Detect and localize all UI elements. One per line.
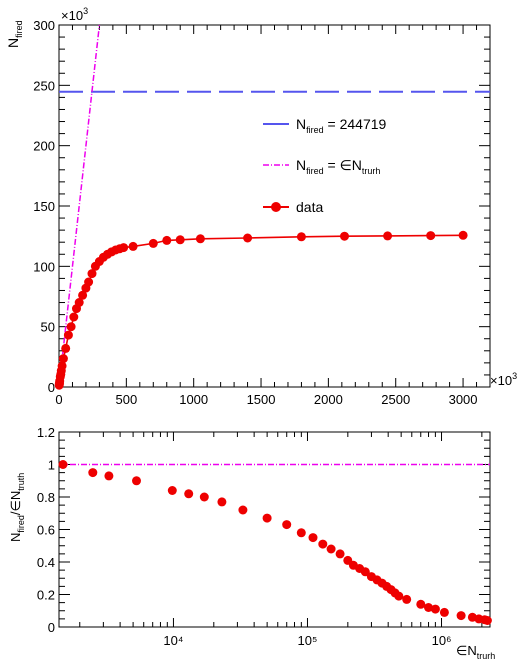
bottom-data-point [402, 594, 412, 604]
top-data-point [296, 232, 306, 242]
bottom-y-tick-label: 0.8 [37, 490, 55, 505]
top-x-tick-label: 1500 [247, 392, 276, 407]
bottom-data-point [416, 599, 426, 609]
legend-label-fired-eff: Nfired = ∈Ntrurh [296, 157, 380, 176]
top-y-tick-label: 0 [48, 380, 55, 395]
top-y-tick-label: 50 [41, 320, 55, 335]
bottom-y-axis-label: Nfired/∈Ntruth [8, 473, 26, 542]
top-data-point [458, 230, 468, 240]
top-data-point [195, 234, 205, 244]
bottom-data-point [424, 603, 433, 612]
top-x-tick-label: 0 [55, 392, 62, 407]
top-data-point [74, 298, 84, 307]
bottom-y-tick-label: 0.6 [37, 523, 55, 538]
bottom-data-point [482, 616, 492, 625]
top-axis-ticks: 0 500 1000 1500 2000 2500 3000 0 50 100 150 200 250 3… [33, 18, 490, 407]
top-data-point [426, 231, 436, 241]
top-data-point [84, 277, 94, 287]
top-x-multiplier: ×103 [490, 371, 517, 388]
bottom-data-point [335, 549, 345, 559]
top-data-point [383, 231, 393, 241]
bottom-data-point [360, 567, 370, 577]
bottom-y-tick-label: 0.4 [37, 555, 55, 570]
top-data-points [54, 230, 468, 390]
bottom-data-point [167, 486, 177, 495]
top-x-tick-label: 3000 [449, 392, 478, 407]
top-y-tick-label: 300 [33, 18, 55, 33]
top-data-point [243, 233, 253, 243]
top-x-tick-label: 500 [115, 392, 137, 407]
top-panel: ×103 ×103 Nfired 0 500 1000 1500 2000 2500 300… [5, 6, 517, 407]
bottom-data-point [430, 604, 440, 614]
bottom-y-tick-label: 0 [48, 620, 55, 635]
bottom-x-axis-label: ∈Ntrurh [456, 643, 495, 661]
bottom-data-point [456, 611, 466, 621]
bottom-data-points [58, 460, 492, 625]
top-data-point [69, 312, 79, 322]
top-x-tick-label: 2000 [314, 392, 343, 407]
legend-marker-data [271, 202, 281, 212]
top-x-tick-label: 1000 [179, 392, 208, 407]
bottom-axis-ticks: 10⁴ 10⁵ 10⁶ 0 0.2 0.4 0.6 0.8 1 1.2 [37, 425, 490, 648]
top-data-point [162, 235, 172, 245]
top-data-point [66, 322, 76, 332]
bottom-y-tick-label: 1.2 [37, 425, 55, 440]
top-data-point [148, 238, 158, 248]
bottom-data-point [58, 460, 68, 469]
bottom-y-tick-label: 1 [48, 458, 55, 473]
bottom-data-point [296, 528, 306, 538]
bottom-panel: Nfired/∈Ntruth ∈Ntrurh 10⁴ 10⁵ 10⁶ 0 0.2 0.4 0… [8, 425, 495, 661]
top-y-tick-label: 250 [33, 78, 55, 93]
bottom-data-point [282, 520, 292, 530]
bottom-x-tick-label: 10⁶ [432, 633, 452, 648]
bottom-data-point [217, 497, 227, 507]
top-data-point [340, 231, 349, 241]
legend-label-fired-const: Nfired = 244719 [296, 116, 387, 135]
legend-label-data: data [296, 199, 323, 215]
top-data-point [57, 361, 67, 371]
bottom-data-point [238, 505, 248, 515]
top-y-tick-label: 100 [33, 259, 55, 274]
top-data-point [175, 235, 185, 245]
bottom-data-point [132, 476, 141, 486]
top-data-point [87, 269, 97, 279]
bottom-data-point [88, 468, 98, 478]
top-x-tick-label: 2500 [381, 392, 410, 407]
top-y-tick-label: 200 [33, 139, 55, 154]
bottom-data-point [394, 591, 404, 601]
top-y-axis-label: Nfired [5, 20, 24, 48]
bottom-data-point [308, 533, 318, 543]
top-data-point [63, 330, 73, 340]
top-data-point [119, 243, 129, 253]
bottom-plot-frame [58, 431, 491, 628]
top-data-point [78, 290, 88, 300]
bottom-y-tick-label: 0.2 [37, 588, 55, 603]
top-y-tick-label: 150 [33, 199, 55, 214]
bottom-data-point [199, 492, 209, 502]
top-data-point [58, 354, 68, 364]
bottom-x-tick-label: 10⁴ [163, 633, 183, 648]
bottom-data-point [184, 489, 194, 499]
top-data-point [128, 241, 138, 251]
top-series-line-data [58, 234, 464, 386]
bottom-data-point [104, 471, 114, 481]
top-y-multiplier: ×103 [61, 6, 88, 23]
bottom-data-point [318, 539, 328, 549]
bottom-data-point [326, 544, 336, 554]
top-series-line-fired-eff [58, 24, 101, 388]
bottom-x-tick-label: 10⁵ [298, 633, 318, 648]
top-data-point [61, 343, 71, 353]
top-legend: Nfired = 244719 Nfired = ∈Ntrurh data [263, 116, 387, 215]
bottom-data-point [262, 513, 272, 523]
bottom-data-point [439, 607, 449, 617]
